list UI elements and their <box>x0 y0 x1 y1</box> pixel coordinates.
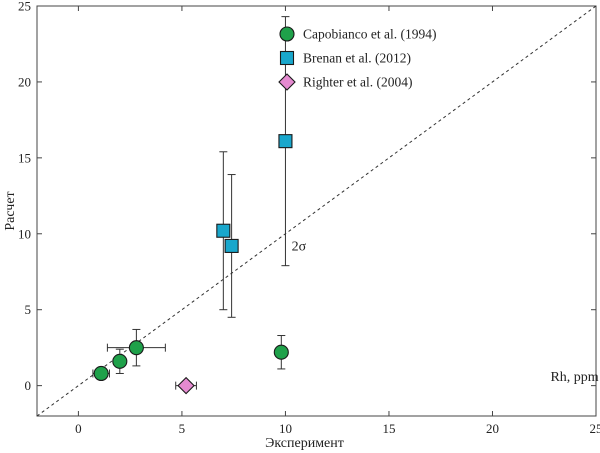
x-tick-label: 25 <box>590 421 600 436</box>
circle-data-point <box>273 344 289 360</box>
data-points <box>93 134 293 395</box>
y-tick-label: 5 <box>25 302 32 317</box>
legend-diamond-icon <box>278 73 296 91</box>
x-tick-label: 5 <box>179 421 186 436</box>
legend-square-icon <box>279 50 295 66</box>
legend-label: Brenan et al. (2012) <box>303 51 411 66</box>
x-axis-title: Эксперимент <box>265 436 344 451</box>
y-tick-label: 15 <box>18 150 31 165</box>
axes: 0 5 10 15 20 25 0 5 10 15 20 25 Эксперимент Расчет <box>3 0 600 451</box>
y-tick-label: 0 <box>25 378 32 393</box>
legend-circle-icon <box>279 26 295 42</box>
sigma-annotation: 2σ <box>292 239 307 254</box>
legend-label: Capobianco et al. (1994) <box>303 27 436 42</box>
units-annotation: Rh, ppm <box>550 370 598 385</box>
y-axis-title: Расчет <box>3 191 18 230</box>
x-tick-label: 15 <box>382 421 395 436</box>
square-data-point <box>216 223 231 238</box>
y-tick-label: 25 <box>18 0 31 14</box>
y-tick-label: 20 <box>18 74 31 89</box>
square-data-point <box>278 134 293 149</box>
square-data-point <box>224 238 239 253</box>
diamond-data-point <box>177 376 195 395</box>
legend-label: Righter et al. (2004) <box>303 75 412 90</box>
plot-frame <box>36 5 597 417</box>
error-bars <box>92 16 290 390</box>
circle-data-point <box>112 353 128 369</box>
x-tick-label: 10 <box>279 421 292 436</box>
x-tick-label: 0 <box>75 421 82 436</box>
circle-data-point <box>128 340 144 356</box>
x-tick-label: 20 <box>486 421 499 436</box>
legend: Capobianco et al. (1994) Brenan et al. (2… <box>278 26 436 91</box>
y-tick-label: 10 <box>18 226 31 241</box>
circle-data-point <box>93 365 109 382</box>
annotations: 2σ Rh, ppm <box>292 239 599 385</box>
